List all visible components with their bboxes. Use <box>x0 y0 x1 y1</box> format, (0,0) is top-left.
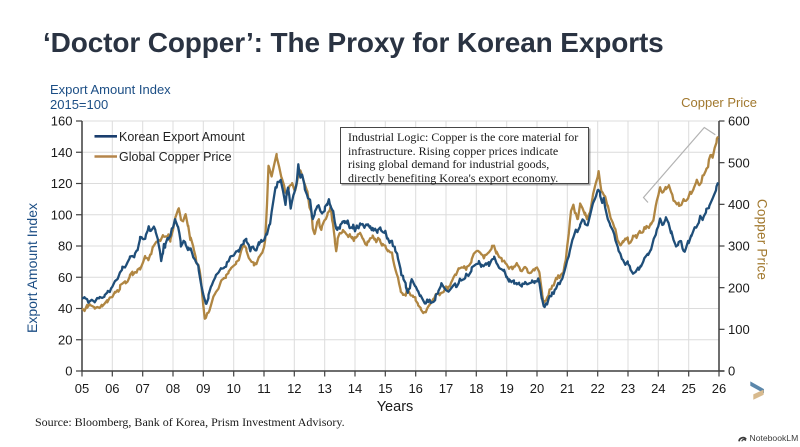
svg-text:160: 160 <box>51 114 73 129</box>
svg-text:21: 21 <box>560 381 574 396</box>
svg-text:07: 07 <box>135 381 149 396</box>
svg-text:12: 12 <box>287 381 301 396</box>
svg-text:05: 05 <box>75 381 89 396</box>
svg-text:20: 20 <box>58 332 72 347</box>
svg-text:200: 200 <box>728 280 750 295</box>
svg-text:60: 60 <box>58 270 72 285</box>
svg-text:Korean Export Amount: Korean Export Amount <box>119 130 245 144</box>
svg-text:NotebookLM: NotebookLM <box>750 433 799 443</box>
svg-text:120: 120 <box>51 176 73 191</box>
svg-text:Global Copper Price: Global Copper Price <box>119 150 232 164</box>
svg-text:24: 24 <box>651 381 665 396</box>
svg-text:26: 26 <box>712 381 726 396</box>
svg-text:10: 10 <box>226 381 240 396</box>
svg-text:140: 140 <box>51 145 73 160</box>
svg-text:06: 06 <box>105 381 119 396</box>
svg-text:0: 0 <box>728 364 735 379</box>
svg-text:14: 14 <box>348 381 362 396</box>
svg-text:100: 100 <box>728 322 750 337</box>
svg-text:16: 16 <box>408 381 422 396</box>
svg-text:100: 100 <box>51 207 73 222</box>
svg-text:09: 09 <box>196 381 210 396</box>
svg-text:18: 18 <box>469 381 483 396</box>
svg-text:500: 500 <box>728 155 750 170</box>
svg-text:11: 11 <box>257 381 271 396</box>
svg-text:400: 400 <box>728 197 750 212</box>
svg-text:19: 19 <box>499 381 513 396</box>
svg-text:22: 22 <box>590 381 604 396</box>
svg-text:08: 08 <box>166 381 180 396</box>
svg-text:0: 0 <box>65 364 72 379</box>
svg-text:13: 13 <box>317 381 331 396</box>
svg-text:40: 40 <box>58 301 72 316</box>
svg-text:300: 300 <box>728 239 750 254</box>
svg-text:25: 25 <box>681 381 695 396</box>
svg-text:80: 80 <box>58 239 72 254</box>
svg-text:600: 600 <box>728 114 750 129</box>
svg-text:20: 20 <box>530 381 544 396</box>
svg-text:17: 17 <box>439 381 453 396</box>
svg-text:15: 15 <box>378 381 392 396</box>
svg-text:23: 23 <box>621 381 635 396</box>
